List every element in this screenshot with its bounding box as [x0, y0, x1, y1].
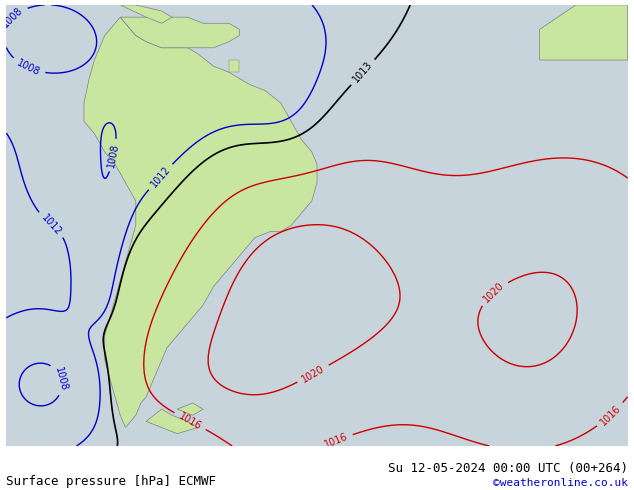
Polygon shape — [540, 5, 628, 60]
Text: 1016: 1016 — [177, 411, 204, 432]
Text: 1012: 1012 — [149, 164, 172, 190]
Text: Surface pressure [hPa] ECMWF: Surface pressure [hPa] ECMWF — [6, 474, 216, 488]
Text: 1013: 1013 — [351, 60, 375, 85]
Polygon shape — [84, 17, 317, 427]
Polygon shape — [120, 5, 172, 24]
Text: 1008: 1008 — [1, 5, 25, 30]
Text: 1020: 1020 — [481, 281, 506, 305]
Text: 1008: 1008 — [15, 58, 41, 77]
Text: 1008: 1008 — [107, 142, 121, 168]
Text: Su 12-05-2024 00:00 UTC (00+264): Su 12-05-2024 00:00 UTC (00+264) — [387, 462, 628, 475]
Text: ©weatheronline.co.uk: ©weatheronline.co.uk — [493, 478, 628, 488]
Polygon shape — [177, 403, 203, 416]
Text: 1016: 1016 — [598, 403, 623, 427]
Polygon shape — [120, 17, 239, 48]
Text: 1012: 1012 — [39, 212, 63, 237]
Text: 1020: 1020 — [300, 363, 327, 384]
Polygon shape — [229, 60, 239, 73]
Text: 1016: 1016 — [323, 432, 349, 450]
Polygon shape — [146, 409, 198, 434]
Text: 1008: 1008 — [53, 366, 68, 392]
